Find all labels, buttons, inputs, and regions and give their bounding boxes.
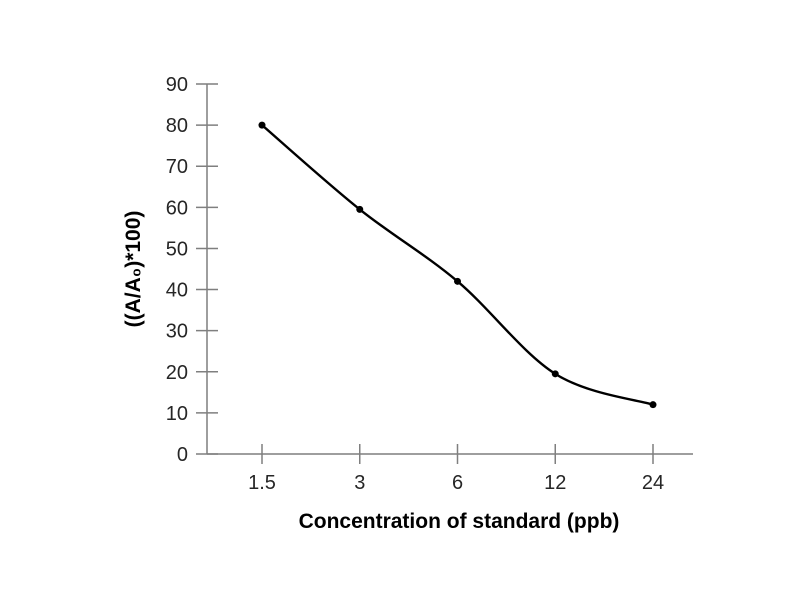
x-tick-label: 12 — [544, 472, 566, 494]
y-tick-label: 40 — [166, 280, 188, 302]
x-tick-label: 24 — [642, 472, 664, 494]
y-tick-label: 50 — [166, 238, 188, 260]
y-tick-label: 30 — [166, 321, 188, 343]
x-tick-label: 1.5 — [248, 472, 276, 494]
x-tick-label: 3 — [354, 472, 365, 494]
data-point-marker — [356, 205, 364, 213]
axes: 0 10 20 30 40 50 60 70 80 90 1.5 3 6 12 24 — [166, 74, 693, 494]
data-point-marker — [454, 277, 461, 285]
y-tick-label: 0 — [177, 444, 188, 466]
data-point-marker — [551, 370, 559, 378]
data-point-marker — [258, 121, 266, 129]
y-tick-label: 80 — [166, 115, 188, 137]
data-point-marker — [649, 401, 657, 409]
y-tick-label: 10 — [166, 403, 188, 425]
y-axis-title: ((A/A₀)*100) — [122, 211, 145, 328]
series-line — [260, 123, 655, 406]
x-axis-title: Concentration of standard (ppb) — [299, 510, 620, 533]
x-tick-label: 6 — [452, 472, 463, 494]
y-tick-label: 60 — [166, 197, 188, 219]
y-tick-label: 70 — [166, 156, 188, 178]
y-tick-label: 90 — [166, 74, 188, 96]
series — [258, 121, 657, 409]
y-tick-label: 20 — [166, 362, 188, 384]
